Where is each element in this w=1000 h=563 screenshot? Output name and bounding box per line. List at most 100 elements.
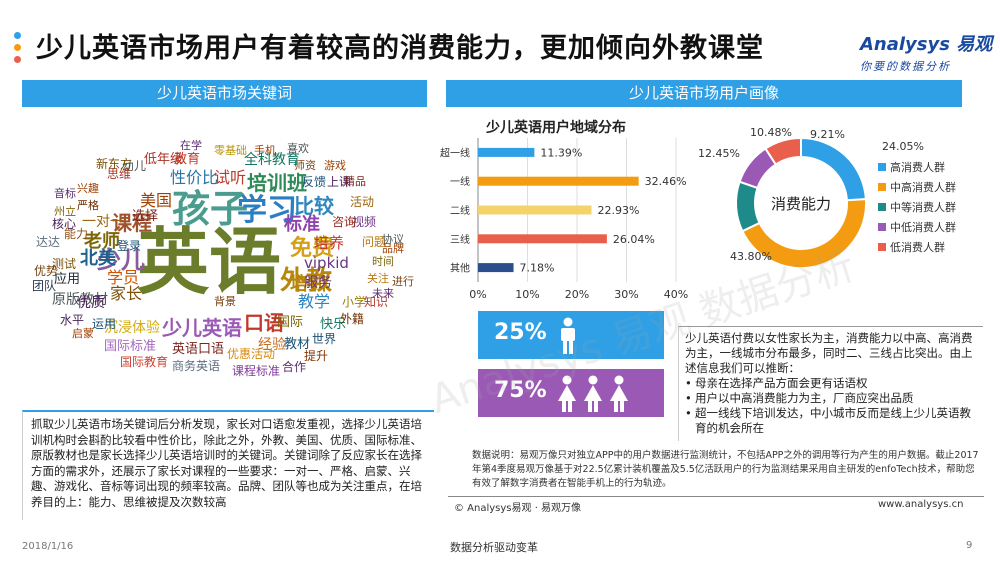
keyword-word: 小学 — [342, 295, 367, 309]
keyword-word: 培训 — [290, 274, 326, 295]
slice-value-label: 10.48% — [750, 126, 792, 139]
website-link[interactable]: www.analysys.cn — [878, 499, 964, 510]
keyword-word: 州立 — [54, 205, 76, 218]
legend-label: 高消费人群 — [890, 160, 945, 174]
keyword-word: 反馈 — [302, 175, 327, 189]
bar — [478, 147, 535, 157]
keyword-word: 沉浸体验 — [104, 320, 160, 336]
bar-value-label: 32.46% — [645, 175, 687, 188]
keyword-word: 喜欢 — [287, 142, 309, 155]
left-section-header: 少儿英语市场关键词 — [22, 80, 427, 107]
keyword-word: 登录 — [117, 239, 142, 253]
keyword-word: 教材 — [284, 337, 311, 352]
legend-label: 中低消费人群 — [890, 220, 956, 234]
female-person-icon — [558, 375, 576, 412]
legend-label: 中等消费人群 — [890, 200, 956, 214]
keyword-word: 商务英语 — [172, 359, 221, 373]
slice-value-label: 9.21% — [810, 128, 845, 141]
keyword-word: 启蒙 — [72, 327, 94, 340]
keyword-word: 美国 — [140, 191, 173, 210]
slice-value-label: 12.45% — [698, 147, 740, 160]
category-label: 三线 — [450, 233, 470, 246]
slogan: 数据分析驱动变革 — [450, 541, 538, 554]
keyword-word: 咨询 — [332, 215, 357, 229]
category-label: 一线 — [450, 175, 470, 188]
slice-value-label: 24.05% — [882, 140, 924, 153]
legend-label: 中高消费人群 — [890, 180, 956, 194]
female-percent: 75% — [494, 378, 547, 403]
keyword-word: 全科教育 — [244, 152, 300, 168]
keyword-word: 核心 — [52, 217, 77, 231]
keyword-word: 未来 — [372, 287, 394, 300]
keyword-word: 视频 — [352, 215, 377, 229]
keyword-word: 进行 — [392, 275, 414, 288]
keyword-word: 上课 — [327, 175, 352, 189]
bar — [478, 263, 514, 273]
keyword-word: 运用 — [92, 317, 117, 331]
keyword-word: 家长 — [110, 284, 143, 303]
logo-tagline: 你要的数据分析 — [860, 60, 951, 73]
x-tick-label: 20% — [565, 288, 589, 301]
keyword-word: 试听 — [214, 168, 247, 187]
keyword-word: 英语 — [137, 220, 282, 304]
slice-value-label: 43.80% — [730, 250, 772, 263]
keyword-word: 培训班 — [247, 171, 307, 195]
user-profile-summary: 少儿英语付费以女性家长为主，消费能力以中高、高消费为主，一线城市分布最多，同时二… — [678, 326, 983, 441]
keyword-word: 应用 — [54, 272, 81, 287]
bar-value-label: 11.39% — [540, 146, 582, 159]
bar — [478, 205, 592, 215]
keyword-word: 原版教材 — [52, 292, 108, 308]
keyword-word: 背景 — [214, 295, 236, 308]
keyword-word: 新东方 — [96, 157, 133, 171]
summary-bullet: 用户以中高消费能力为主，厂商应突出品质 — [685, 391, 977, 406]
female-person-icon — [610, 375, 628, 412]
keyword-word: 学习 — [237, 193, 297, 228]
right-section-header: 少儿英语市场用户画像 — [446, 80, 962, 107]
keyword-word: 精品 — [344, 175, 366, 188]
male-stat-bar: 25% — [478, 311, 664, 359]
keyword-word: 教育 — [174, 152, 201, 167]
female-stat-bar: 75% — [478, 369, 664, 417]
keyword-word: 关注 — [367, 272, 389, 285]
keyword-word: 北美 — [80, 248, 116, 269]
keyword-word: 快乐 — [320, 317, 347, 332]
x-tick-label: 0% — [469, 288, 486, 301]
keyword-word: 品牌 — [382, 242, 404, 255]
keyword-word: 低年级 — [144, 152, 184, 167]
keyword-word: 课程标准 — [232, 364, 281, 378]
keyword-word: 教学 — [298, 292, 331, 311]
category-label: 超一线 — [440, 146, 470, 159]
keyword-word: 培养 — [314, 234, 345, 252]
keyword-word: 少儿 — [97, 246, 145, 274]
date: 2018/1/16 — [22, 541, 74, 552]
category-label: 二线 — [450, 204, 470, 217]
keyword-word: 手机 — [254, 144, 276, 157]
keyword-word: 能力 — [64, 227, 89, 241]
keyword-word: 团队 — [32, 279, 57, 293]
x-tick-label: 10% — [515, 288, 539, 301]
charts-canvas: 0% 10% 20% 30% 40% 超一线 11.39% 一线 32.46% 二线 22.93% 三… — [440, 126, 956, 301]
keyword-word: vipkid — [304, 254, 349, 272]
keyword-word: 国际标准 — [104, 339, 157, 354]
bar — [478, 234, 607, 244]
keyword-word: 课程 — [112, 211, 152, 235]
keyword-word: 问题 — [362, 235, 387, 249]
legend-swatch — [878, 203, 886, 211]
keyword-word: 协议 — [382, 233, 404, 246]
male-person-icon — [561, 317, 575, 354]
keyword-word: 在学 — [180, 139, 202, 152]
legend-swatch — [878, 223, 886, 231]
legend-swatch — [878, 163, 886, 171]
legend-label: 低消费人群 — [890, 240, 945, 254]
x-tick-label: 40% — [664, 288, 688, 301]
footer-divider — [448, 496, 984, 497]
legend-swatch — [878, 183, 886, 191]
keyword-word: 国际 — [277, 315, 304, 330]
analysys-logo: Analysys 易观 你要的数据分析 — [860, 30, 992, 74]
bar-value-label: 7.18% — [520, 262, 555, 275]
copyright: © Analysys易观 · 易观万像 — [454, 503, 582, 514]
page-title: 少儿英语市场用户有着较高的消费能力，更加倾向外教课堂 — [36, 33, 764, 64]
bar-chart-title: 少儿英语用户地域分布 — [486, 120, 626, 136]
keyword-analysis-text: 抓取少儿英语市场关键词后分析发现，家长对口语愈发重视，选择少儿英语培训机构时会斟… — [22, 410, 434, 520]
keyword-word: 测试 — [52, 257, 77, 271]
